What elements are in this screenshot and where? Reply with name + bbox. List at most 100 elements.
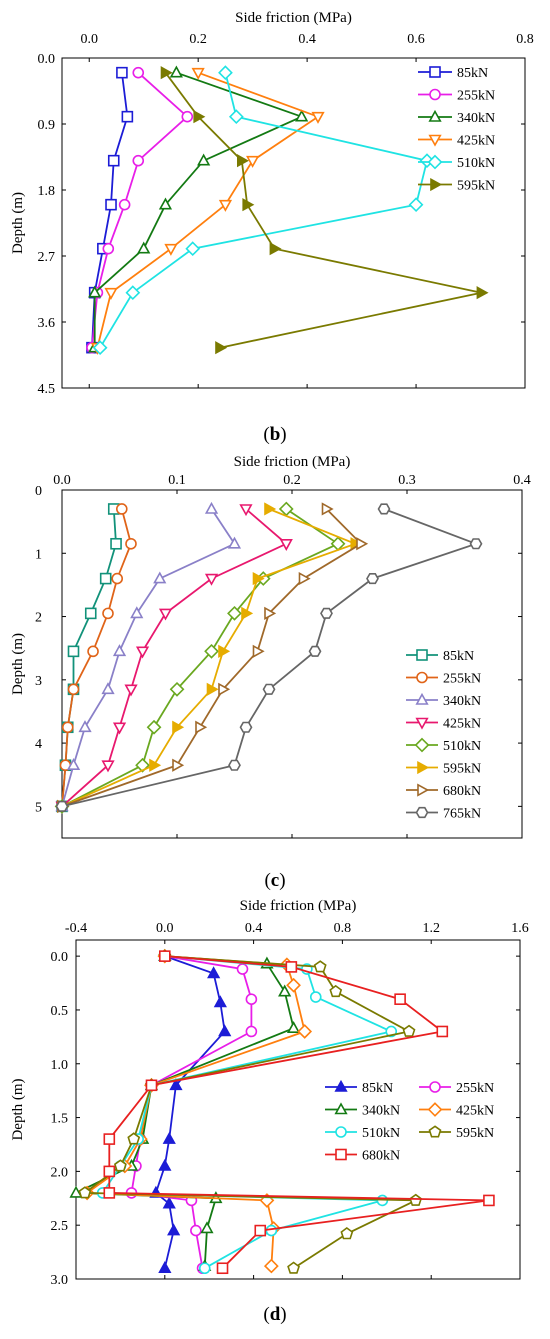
caption-letter: d <box>270 1304 281 1325</box>
chart-panel-b: Side friction (MPa) 0.0 0.2 0.4 0.6 0.8 0.0 0.9… <box>10 10 534 445</box>
legend-item: 340kN <box>325 1102 400 1119</box>
y-tick-label: 3.6 <box>38 316 56 331</box>
legend-item: 595kN <box>419 1125 494 1141</box>
data-point <box>169 681 185 697</box>
data-point <box>55 800 69 812</box>
legend-marker <box>415 806 429 819</box>
legend-label: 255kN <box>456 1081 494 1096</box>
legend-label: 340kN <box>362 1104 400 1119</box>
data-point <box>135 646 150 659</box>
data-point <box>206 682 219 696</box>
data-point <box>228 759 241 771</box>
data-point <box>88 285 102 298</box>
data-point <box>158 1261 172 1273</box>
data-point <box>112 722 127 735</box>
series-line <box>99 72 429 349</box>
data-point <box>264 606 277 620</box>
y-tick-label: 1.5 <box>51 1112 69 1127</box>
x-tick-label: 1.2 <box>422 921 440 936</box>
data-point <box>216 1262 229 1275</box>
data-point <box>200 1221 214 1234</box>
legend-label: 680kN <box>443 784 481 799</box>
series-595kN <box>57 502 363 813</box>
x-tick-label: 0.2 <box>283 473 301 488</box>
data-point <box>297 1024 313 1039</box>
legend-marker <box>429 1081 441 1093</box>
legend-marker <box>427 154 443 170</box>
data-point <box>239 504 253 517</box>
x-tick-label: -0.4 <box>65 921 87 936</box>
panel-caption: (d) <box>263 1304 286 1325</box>
x-tick-label: 0.2 <box>189 32 207 47</box>
series-line <box>61 508 479 808</box>
data-point <box>158 1158 172 1171</box>
legend-item: 340kN <box>418 109 495 126</box>
legend-label: 425kN <box>456 1104 494 1119</box>
data-point <box>162 1196 176 1209</box>
data-point <box>262 683 276 695</box>
y-tick-label: 2.7 <box>38 250 56 265</box>
data-point <box>153 571 167 584</box>
legend-item: 85kN <box>325 1079 393 1096</box>
data-point <box>264 502 277 516</box>
data-point <box>215 341 228 355</box>
data-point <box>158 197 173 210</box>
data-point <box>78 720 92 733</box>
legend-label: 340kN <box>457 111 495 126</box>
data-point <box>228 109 244 125</box>
legend-item: 425kN <box>406 717 481 732</box>
data-point <box>69 1185 83 1198</box>
data-point <box>132 154 145 167</box>
data-point <box>132 66 145 79</box>
data-point <box>483 1194 495 1207</box>
x-axis-label: Side friction (MPa) <box>240 898 357 914</box>
data-point <box>116 66 128 79</box>
caption-paren: ( <box>264 870 270 891</box>
legend-item: 765kN <box>406 807 481 822</box>
data-point <box>67 645 80 658</box>
legend-label: 85kN <box>457 66 488 81</box>
x-tick-label: 0.4 <box>298 32 316 47</box>
caption-letter: b <box>270 424 281 445</box>
legend-marker <box>417 760 430 775</box>
data-point <box>112 644 127 657</box>
legend-marker <box>335 1126 347 1138</box>
series-line <box>154 955 226 1269</box>
legend: 85kN 255kN 340kN 425kN 510kN 595kN 680kN 765kN <box>406 649 481 822</box>
data-point <box>278 984 292 997</box>
y-tick-label: 2.5 <box>51 1219 69 1234</box>
data-point <box>92 340 108 356</box>
series-425kN <box>79 948 313 1274</box>
legend-marker <box>335 1148 347 1161</box>
data-point <box>311 111 325 124</box>
data-point <box>105 198 117 211</box>
legend-label: 765kN <box>443 807 481 822</box>
data-point <box>101 760 115 773</box>
data-point <box>169 1078 183 1091</box>
data-point <box>287 1261 300 1274</box>
y-axis-label: Depth (m) <box>10 633 26 695</box>
data-point <box>285 961 298 973</box>
legend-item: 680kN <box>325 1149 400 1164</box>
y-tick-label: 0.9 <box>38 118 56 133</box>
data-point <box>169 65 183 78</box>
data-point <box>476 286 489 300</box>
data-point <box>193 110 206 124</box>
legend-label: 85kN <box>443 649 474 664</box>
data-point <box>116 503 128 515</box>
legend-label: 340kN <box>443 694 481 709</box>
data-point <box>356 537 369 551</box>
data-point <box>172 720 185 734</box>
y-tick-label: 3 <box>35 674 42 689</box>
data-point <box>204 573 219 586</box>
caption-paren: ) <box>280 1304 286 1325</box>
legend-item: 595kN <box>418 177 495 194</box>
series-510kN <box>92 65 435 356</box>
data-point <box>242 198 255 212</box>
y-axis-label: Depth (m) <box>10 1078 26 1140</box>
plot-frame <box>61 57 526 389</box>
data-point <box>254 1224 267 1237</box>
data-point <box>320 607 333 619</box>
data-point <box>66 758 81 771</box>
data-point <box>118 198 131 211</box>
